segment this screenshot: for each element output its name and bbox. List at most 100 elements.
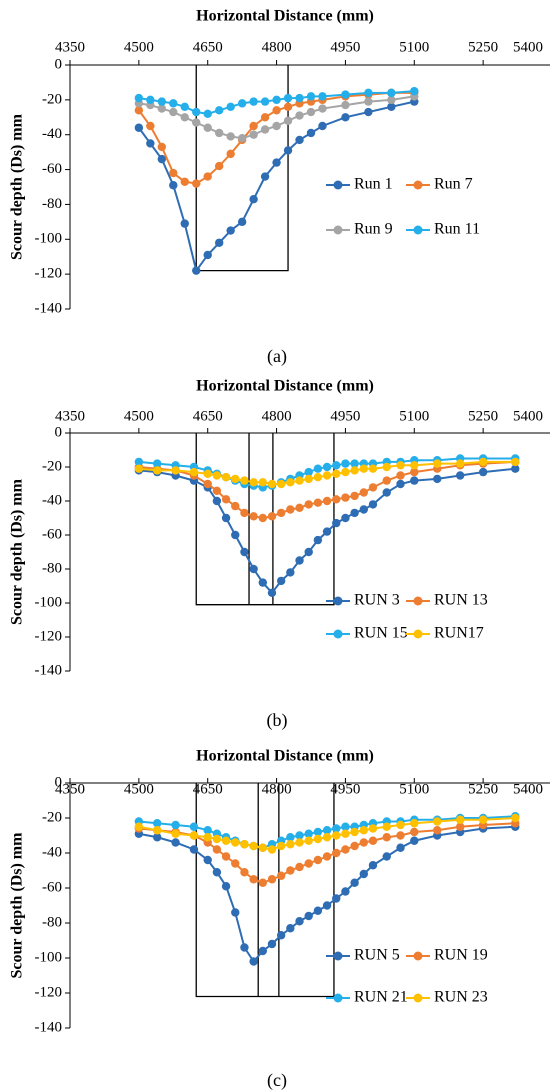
data-point bbox=[313, 464, 323, 473]
data-point bbox=[433, 459, 442, 468]
data-point bbox=[511, 457, 520, 467]
data-point bbox=[341, 829, 350, 838]
data-point bbox=[382, 462, 391, 472]
data-point bbox=[221, 495, 231, 504]
data-point bbox=[153, 459, 162, 468]
data-point bbox=[169, 181, 178, 190]
annotation-box bbox=[195, 433, 335, 606]
data-point bbox=[382, 476, 391, 485]
data-point bbox=[283, 93, 293, 103]
data-point bbox=[332, 894, 341, 903]
data-point bbox=[368, 464, 378, 473]
data-point bbox=[341, 845, 350, 854]
data-point bbox=[240, 943, 249, 952]
y-tick-label: -100 bbox=[35, 949, 63, 965]
data-point bbox=[203, 855, 212, 865]
data-point bbox=[433, 474, 442, 484]
legend-label: Run 9 bbox=[354, 221, 393, 238]
x-axis-title: Horizontal Distance (mm) bbox=[196, 748, 374, 765]
y-tick-label: -60 bbox=[42, 526, 62, 542]
data-point bbox=[258, 946, 267, 956]
x-tick-label: 4500 bbox=[124, 39, 154, 55]
x-tick-label: 4800 bbox=[262, 781, 292, 797]
data-point bbox=[134, 106, 144, 115]
y-tick-label: -120 bbox=[35, 266, 63, 282]
data-point bbox=[322, 462, 332, 472]
data-point bbox=[192, 179, 201, 188]
y-tick-label: -120 bbox=[35, 984, 63, 1000]
data-point bbox=[240, 547, 249, 557]
data-point bbox=[286, 866, 295, 875]
y-tick-label: -140 bbox=[35, 300, 63, 316]
data-point bbox=[341, 513, 350, 523]
data-point bbox=[286, 924, 295, 933]
data-point bbox=[341, 90, 350, 99]
data-point bbox=[240, 508, 249, 518]
data-point bbox=[387, 88, 396, 98]
data-point bbox=[258, 578, 267, 587]
data-point bbox=[304, 829, 313, 838]
data-point bbox=[295, 556, 304, 565]
data-point bbox=[192, 107, 201, 117]
data-point bbox=[295, 111, 304, 120]
data-point bbox=[203, 479, 212, 489]
data-point bbox=[304, 911, 313, 921]
x-tick-label: 4950 bbox=[330, 39, 360, 55]
data-point bbox=[313, 498, 323, 507]
data-point bbox=[410, 827, 419, 837]
data-point bbox=[410, 476, 419, 485]
data-point bbox=[134, 123, 144, 132]
y-tick-label: 0 bbox=[55, 424, 63, 440]
legend-label: RUN 21 bbox=[354, 989, 408, 1006]
data-point bbox=[267, 845, 277, 854]
data-point bbox=[322, 527, 332, 536]
panel-caption: (a) bbox=[267, 346, 287, 367]
panel-caption: (c) bbox=[267, 1070, 287, 1091]
data-point bbox=[341, 887, 350, 896]
data-point bbox=[221, 513, 231, 523]
data-point bbox=[511, 464, 520, 473]
data-point bbox=[249, 195, 258, 204]
data-point bbox=[157, 154, 167, 164]
data-point bbox=[286, 505, 295, 514]
y-tick-label: -100 bbox=[35, 231, 63, 247]
data-point bbox=[272, 106, 281, 115]
data-point bbox=[286, 568, 295, 577]
data-point bbox=[318, 121, 327, 131]
legend-label: RUN 15 bbox=[354, 625, 408, 642]
legend-swatch-marker bbox=[413, 180, 423, 190]
legend-swatch-marker bbox=[413, 225, 423, 235]
data-point bbox=[341, 113, 350, 122]
legend-swatch-marker bbox=[413, 993, 423, 1003]
data-point bbox=[258, 478, 267, 487]
legend-swatch-marker bbox=[413, 629, 423, 639]
data-point bbox=[313, 827, 323, 837]
x-tick-label: 4650 bbox=[193, 408, 223, 424]
series-run-5 bbox=[134, 822, 520, 966]
y-tick-label: -20 bbox=[42, 91, 62, 107]
chart-panel-3: Horizontal Distance (mm) 4350 4500 4650 4800… bbox=[9, 748, 550, 1091]
data-point bbox=[237, 134, 247, 143]
data-point bbox=[283, 102, 293, 112]
data-point bbox=[249, 564, 258, 574]
series-run-9 bbox=[134, 92, 419, 143]
data-point bbox=[350, 827, 359, 837]
data-point bbox=[341, 459, 350, 468]
x-tick-label: 4350 bbox=[55, 781, 85, 797]
data-point bbox=[304, 859, 313, 868]
data-point bbox=[226, 149, 235, 159]
data-point bbox=[350, 466, 359, 475]
data-point bbox=[134, 93, 144, 103]
data-point bbox=[212, 471, 222, 480]
x-tick-label: 4950 bbox=[330, 408, 360, 424]
y-tick-label: 0 bbox=[55, 774, 63, 790]
annotation-box bbox=[195, 783, 335, 998]
data-point bbox=[382, 488, 391, 497]
annotation-box bbox=[195, 65, 289, 272]
data-point bbox=[359, 505, 368, 514]
legend-label: Run 11 bbox=[434, 221, 480, 238]
data-point bbox=[169, 107, 178, 117]
data-point bbox=[322, 833, 332, 842]
data-point bbox=[212, 834, 222, 844]
data-point bbox=[283, 146, 293, 155]
